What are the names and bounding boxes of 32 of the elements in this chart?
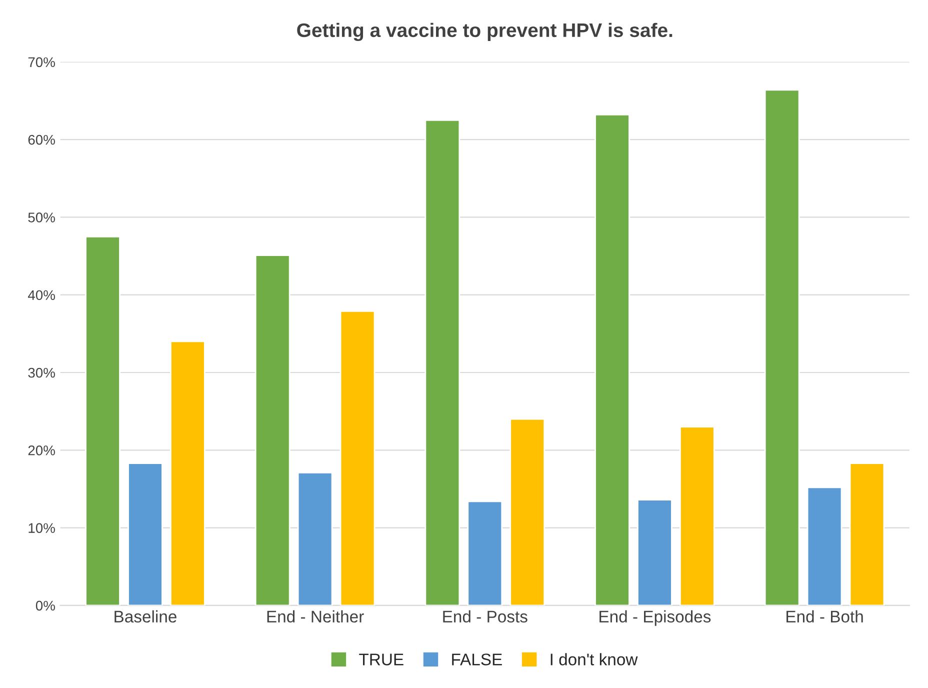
y-tick-label: 0%	[36, 600, 55, 611]
x-tick-label: End - Neither	[267, 610, 364, 623]
y-tick-label: 20%	[28, 445, 55, 456]
legend-label: FALSE	[452, 654, 502, 666]
bar	[297, 472, 333, 606]
x-tick-label: Baseline	[114, 610, 176, 623]
bar	[467, 500, 503, 606]
bar	[128, 462, 163, 606]
bar	[85, 236, 120, 606]
bar	[849, 462, 885, 606]
legend-label: I don't know	[550, 653, 638, 666]
chart-title: Getting a vaccine to prevent HPV is safe.	[297, 22, 672, 42]
bar	[679, 426, 715, 606]
bar	[637, 499, 672, 606]
bar	[340, 310, 376, 606]
bar	[594, 114, 630, 606]
y-tick-label: 50%	[28, 212, 55, 222]
bar	[254, 254, 290, 606]
bar	[510, 418, 546, 606]
x-tick-label: End - Posts	[443, 610, 528, 623]
y-tick-label: 70%	[28, 57, 55, 68]
bar	[764, 89, 800, 606]
legend-label: TRUE	[359, 654, 404, 666]
y-tick-label: 10%	[28, 523, 55, 533]
y-tick-label: 60%	[28, 134, 55, 145]
bar	[170, 340, 206, 606]
bar	[424, 119, 460, 606]
x-tick-label: End - Episodes	[600, 610, 711, 626]
y-tick-label: 30%	[28, 368, 55, 378]
bar	[806, 486, 842, 606]
x-tick-label: End - Both	[786, 610, 863, 623]
y-tick-label: 40%	[28, 290, 55, 300]
